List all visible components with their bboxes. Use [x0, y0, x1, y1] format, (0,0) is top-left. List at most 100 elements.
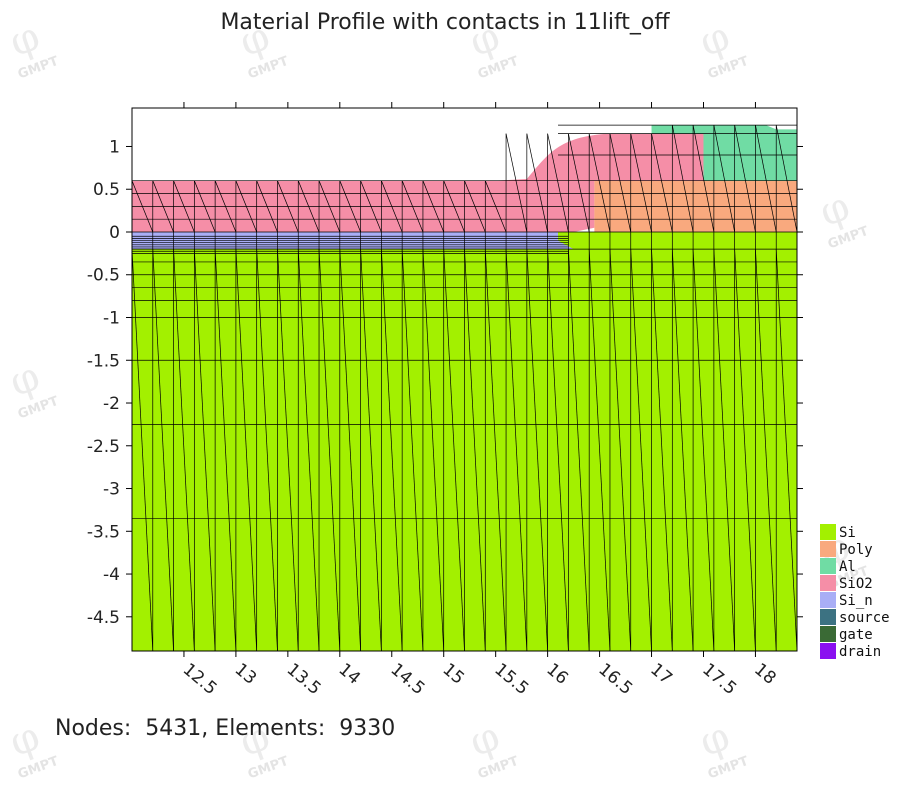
legend-label: Si_n: [839, 593, 873, 609]
legend-item: drain: [820, 643, 881, 660]
y-tick-label: -3.5: [87, 522, 120, 542]
mesh-line: [547, 249, 569, 651]
mesh-line: [630, 133, 652, 233]
legend-item: Al: [820, 558, 856, 575]
legend-swatch: [820, 643, 836, 659]
mesh-line: [775, 249, 797, 651]
x-tick-label: 17: [646, 660, 675, 689]
y-tick-label: -0.5: [87, 266, 120, 286]
mesh-line: [401, 249, 424, 651]
mesh-line: [796, 249, 797, 256]
region-al: [651, 125, 797, 181]
mesh-line: [775, 125, 797, 233]
chart-title: Material Profile with contacts in 11lift…: [220, 10, 670, 35]
x-tick-label: 13.5: [283, 660, 325, 700]
mesh-stats: Nodes: 5431, Elements: 9330: [55, 716, 396, 741]
mesh: [132, 124, 797, 651]
mesh-line: [568, 249, 590, 651]
region-sio2: [132, 133, 704, 232]
watermark-logo: φ: [464, 13, 506, 66]
y-tick-label: -1: [103, 309, 120, 329]
mesh-line: [651, 249, 673, 651]
mesh-line: [713, 249, 736, 651]
legend-swatch: [820, 592, 836, 608]
legend-swatch: [820, 575, 836, 591]
mesh-line: [651, 133, 673, 233]
mesh-line: [755, 249, 777, 651]
y-tick-label: -4.5: [87, 608, 120, 628]
mesh-line: [132, 249, 154, 651]
legend-label: drain: [839, 644, 881, 660]
x-tick-label: 14: [335, 660, 364, 689]
mesh-line: [734, 249, 756, 651]
mesh-line: [588, 249, 611, 651]
mesh-line: [692, 249, 715, 651]
mesh-line: [526, 133, 548, 233]
nodes-count: 5431: [145, 716, 202, 741]
watermark-logo: φ: [694, 13, 736, 66]
mesh-line: [173, 249, 195, 651]
mesh-line: [422, 249, 445, 651]
watermark-logo: φ: [464, 713, 506, 766]
mesh-line: [277, 249, 299, 651]
mesh-line: [505, 133, 528, 233]
mesh-line: [547, 133, 569, 233]
mesh-line: [235, 249, 258, 651]
watermark-logo: φ: [814, 183, 856, 236]
plot-frame: [131, 107, 798, 652]
watermark-logo: φ: [4, 13, 46, 66]
mesh-line: [609, 133, 632, 233]
legend-item: gate: [820, 626, 873, 643]
mesh-line: [671, 125, 694, 233]
mesh-line: [464, 249, 486, 651]
x-tick-label: 16: [542, 660, 571, 689]
watermark-logo: φ: [4, 353, 46, 406]
mesh-line: [630, 249, 652, 651]
watermark-logo: φ: [4, 713, 46, 766]
legend-swatch: [820, 609, 836, 625]
mesh-line: [381, 249, 403, 651]
mesh-line: [339, 249, 361, 651]
mesh-line: [193, 249, 216, 651]
x-tick-label: 15: [439, 660, 468, 689]
mesh-line: [214, 249, 237, 651]
nodes-label: Nodes:: [55, 716, 132, 741]
mesh-line: [360, 249, 382, 651]
mesh-line: [609, 249, 632, 651]
legend-swatch: [820, 558, 836, 574]
mesh-line: [526, 249, 548, 651]
mesh-line: [318, 249, 341, 651]
mesh-line: [755, 125, 777, 233]
mesh-line: [734, 125, 756, 233]
y-tick-label: -1.5: [87, 351, 120, 371]
x-tick-label: 17.5: [698, 660, 740, 700]
watermark-logo: φ: [234, 13, 276, 66]
mesh-line: [713, 125, 735, 233]
mesh-line: [796, 125, 797, 127]
legend-label: source: [839, 610, 890, 626]
legend-label: Poly: [839, 542, 873, 558]
legend-item: Poly: [820, 541, 873, 558]
mesh-line: [671, 249, 694, 651]
legend-label: SiO2: [839, 576, 873, 592]
x-tick-label: 16.5: [594, 660, 636, 700]
y-tick-label: -2.5: [87, 437, 120, 457]
watermark-logo: φ: [694, 713, 736, 766]
y-tick-label: 0.5: [93, 180, 120, 200]
mesh-line: [443, 249, 465, 651]
y-tick-label: -2: [103, 394, 120, 414]
legend-swatch: [820, 524, 836, 540]
y-tick-label: 1: [109, 137, 120, 157]
x-tick-label: 12.5: [179, 660, 221, 700]
plot-area: [132, 124, 797, 651]
legend-item: SiO2: [820, 575, 873, 592]
